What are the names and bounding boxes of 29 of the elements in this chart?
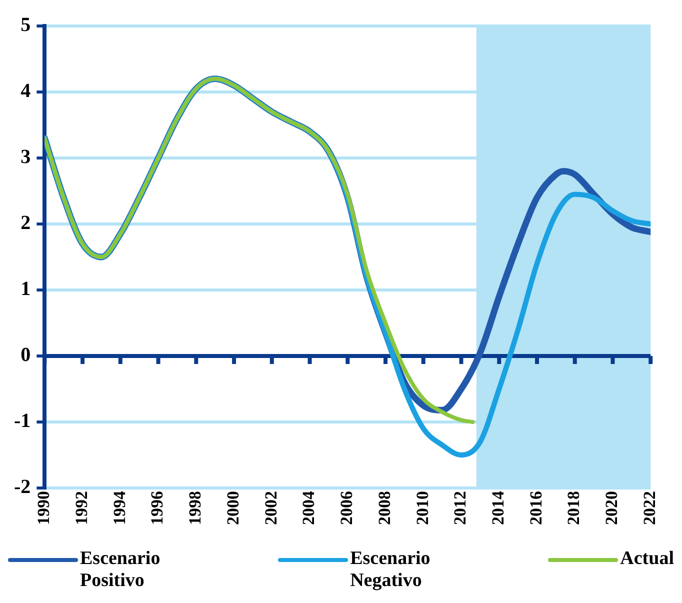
x-tick-label: 2008 <box>374 491 394 525</box>
x-tick-label: 2000 <box>223 491 242 525</box>
y-tick-label: 0 <box>20 344 31 366</box>
line-series <box>44 76 475 424</box>
x-tick-label: 1998 <box>186 491 205 525</box>
x-tick-label: 2010 <box>412 491 432 525</box>
x-tick-label: 2022 <box>640 491 659 525</box>
x-tick-label: 2018 <box>564 491 584 525</box>
x-tick-label: 1996 <box>148 491 167 525</box>
y-tick-label: 5 <box>20 14 31 36</box>
y-tick-label: 4 <box>20 80 31 102</box>
y-tick-label: 1 <box>20 278 31 300</box>
legend-label: Actual <box>620 548 674 570</box>
x-tick-label: 2004 <box>299 490 318 525</box>
x-tick-label: 2020 <box>602 491 622 525</box>
y-tick-label: -2 <box>14 476 31 498</box>
x-tick-label: 2006 <box>337 491 356 525</box>
legend-label: Escenario Negativo <box>350 548 432 592</box>
legend-label: Escenario Positivo <box>80 548 162 592</box>
x-tick-label: 2002 <box>261 491 280 525</box>
x-tick-label: 2016 <box>526 491 546 525</box>
y-tick-label: 2 <box>20 212 31 234</box>
x-tick-label: 1994 <box>110 490 129 525</box>
x-tick-label: 2012 <box>450 491 470 525</box>
y-tick-label: -1 <box>14 410 31 432</box>
x-tick-label: 2014 <box>488 490 508 525</box>
x-tick-label: 1992 <box>72 491 91 525</box>
y-tick-label: 3 <box>20 146 31 168</box>
x-tick-label: 1990 <box>34 491 54 525</box>
